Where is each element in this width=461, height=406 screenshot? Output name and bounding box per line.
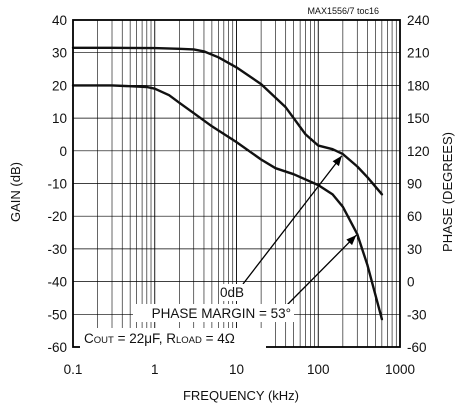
left-tick-label: 40 [52,13,67,28]
left-tick-label: -10 [47,177,67,192]
condition-label: COUT = 22μF, RLOAD = 4Ω [84,331,235,346]
phase-margin-arrow-line [285,234,357,307]
rload-value: = 4Ω [202,331,235,346]
phase-margin-label-box [133,304,294,322]
right-tick-labels: 240 210 180 150 120 90 60 30 0 -30 -60 [407,13,430,355]
phase-margin-label: PHASE MARGIN = 53° [152,306,291,321]
cout-subscript: OUT [94,335,114,346]
x-axis-label: FREQUENCY (kHz) [183,388,299,403]
left-axis-label: GAIN (dB) [8,162,23,222]
x-tick-label: 10 [229,362,244,377]
x-tick-label: 1000 [385,362,415,377]
rload-symbol: R [166,331,176,346]
zero-db-label-box [222,284,246,301]
right-tick-label: 60 [407,209,422,224]
right-tick-label: 30 [407,242,422,257]
curves [71,46,384,321]
x-tick-label: 1 [151,362,159,377]
right-tick-label: 0 [407,275,415,290]
annotations: 0dB PHASE MARGIN = 53° [133,155,357,322]
phase-curve [71,84,384,321]
zero-db-label: 0dB [220,285,244,300]
zero-db-arrow-head [332,155,342,167]
x-tick-labels: 0.1 1 10 100 1000 [64,362,415,377]
right-tick-label: 210 [407,46,430,61]
cout-value: = 22μF, [114,331,166,346]
right-axis-label: PHASE (DEGREES) [440,132,455,252]
right-tick-label: 240 [407,13,430,28]
condition-label-box [80,328,266,348]
left-tick-label: 10 [52,111,67,126]
left-tick-label: -40 [47,275,67,290]
x-tick-label: 100 [307,362,330,377]
cout-symbol: C [84,331,94,346]
gain-curve [71,46,384,196]
zero-db-arrow-line [242,155,343,285]
left-tick-label: -50 [47,307,67,322]
left-tick-label: -60 [47,340,67,355]
left-tick-label: -20 [47,209,67,224]
x-tick-label: 0.1 [64,362,83,377]
rload-subscript: LOAD [176,335,202,346]
right-tick-label: 180 [407,78,430,93]
right-tick-label: 90 [407,177,422,192]
right-tick-label: 120 [407,144,430,159]
left-tick-label: 20 [52,78,67,93]
right-tick-label: -30 [407,307,427,322]
left-tick-label: 0 [59,144,67,159]
left-tick-label: 30 [52,46,67,61]
phase-margin-arrow-head [346,235,357,246]
right-tick-label: 150 [407,111,430,126]
left-tick-labels: 40 30 20 10 0 -10 -20 -30 -40 -50 -60 [47,13,67,355]
right-tick-label: -60 [407,340,427,355]
left-tick-label: -30 [47,242,67,257]
figure-id: MAX1556/7 toc16 [307,6,379,16]
